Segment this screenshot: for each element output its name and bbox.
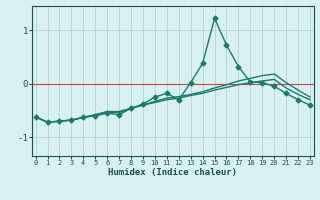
X-axis label: Humidex (Indice chaleur): Humidex (Indice chaleur) — [108, 168, 237, 177]
